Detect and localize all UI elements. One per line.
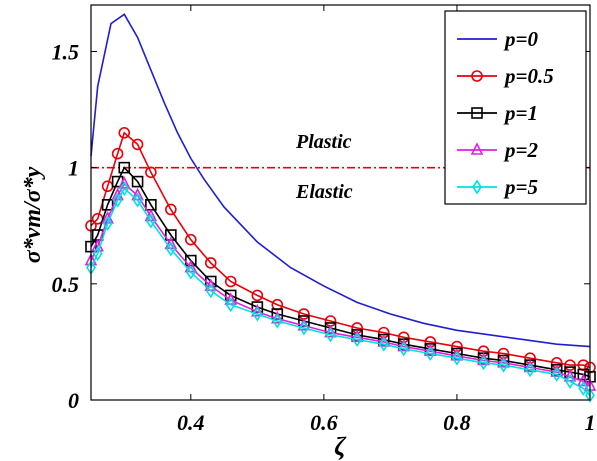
legend-marker <box>471 107 483 119</box>
data-point <box>131 138 144 151</box>
data-point <box>145 213 156 229</box>
data-point <box>165 203 177 216</box>
legend-marker <box>471 70 483 82</box>
data-point <box>118 161 131 174</box>
data-point <box>204 257 217 269</box>
x-tick-label: 1 <box>585 410 596 435</box>
legend-item: p=2 <box>457 138 538 162</box>
data-point <box>352 332 363 348</box>
legend-label: p=0 <box>503 27 538 51</box>
x-axis-label: ζ <box>334 432 347 461</box>
series-line <box>90 187 591 396</box>
legend-item: p=5 <box>457 175 538 199</box>
data-point <box>378 336 389 352</box>
data-point <box>451 350 462 366</box>
data-point <box>565 373 576 389</box>
x-tick-label: 0.8 <box>443 410 471 435</box>
data-point <box>132 192 143 208</box>
data-point <box>224 275 237 288</box>
data-point <box>185 264 196 280</box>
data-point <box>398 341 409 357</box>
annotation-elastic: Elastic <box>295 181 353 203</box>
data-point <box>585 387 595 403</box>
data-point <box>92 246 103 262</box>
data-point <box>577 373 590 387</box>
data-point <box>112 192 123 208</box>
data-point <box>498 357 509 373</box>
y-tick-label: 0 <box>68 388 79 413</box>
data-point <box>578 380 589 396</box>
data-point <box>251 289 264 302</box>
data-point <box>425 346 436 361</box>
series-4 <box>86 181 595 403</box>
data-point <box>325 327 336 343</box>
data-point <box>225 297 236 313</box>
data-point <box>577 368 590 381</box>
x-tick-label: 0.6 <box>310 410 338 435</box>
annotation-plastic: Plastic <box>295 131 352 153</box>
data-point <box>165 241 176 257</box>
legend-item: p=1 <box>457 101 538 125</box>
data-point <box>205 283 216 299</box>
y-axis-label: σ*vm/σ*y <box>20 166 46 263</box>
legend-item: p=0 <box>457 27 538 51</box>
data-point <box>119 181 130 197</box>
data-point <box>102 215 113 231</box>
data-point <box>118 126 131 139</box>
legend-marker <box>472 179 482 195</box>
legend-label: p=2 <box>503 138 538 162</box>
data-point <box>111 147 124 160</box>
data-point <box>298 320 309 336</box>
data-point <box>145 166 157 179</box>
data-point <box>478 355 489 371</box>
data-point <box>525 362 536 378</box>
legend-label: p=5 <box>503 175 538 199</box>
series-1 <box>85 126 596 374</box>
series-0 <box>90 13 591 348</box>
data-point <box>252 306 263 322</box>
axes-frame <box>90 4 591 401</box>
legend-box <box>444 10 587 205</box>
y-tick-label: 1 <box>68 156 79 181</box>
series-line <box>90 131 591 369</box>
legend-marker <box>470 142 484 155</box>
data-point <box>101 199 114 211</box>
legend-item: p=0.5 <box>457 64 554 88</box>
y-tick-label: 0.5 <box>52 272 80 297</box>
y-tick-label: 1.5 <box>52 39 80 64</box>
series-line <box>90 13 591 348</box>
data-point <box>131 175 144 188</box>
data-point <box>272 313 283 329</box>
legend: p=0 p=0.5 p=1 p=2 p=5 <box>444 10 587 205</box>
x-tick-label: 0.4 <box>177 410 205 435</box>
data-point <box>551 366 562 382</box>
legend-label: p=1 <box>503 101 538 125</box>
legend-label: p=0.5 <box>503 64 554 88</box>
data-point <box>185 233 197 246</box>
